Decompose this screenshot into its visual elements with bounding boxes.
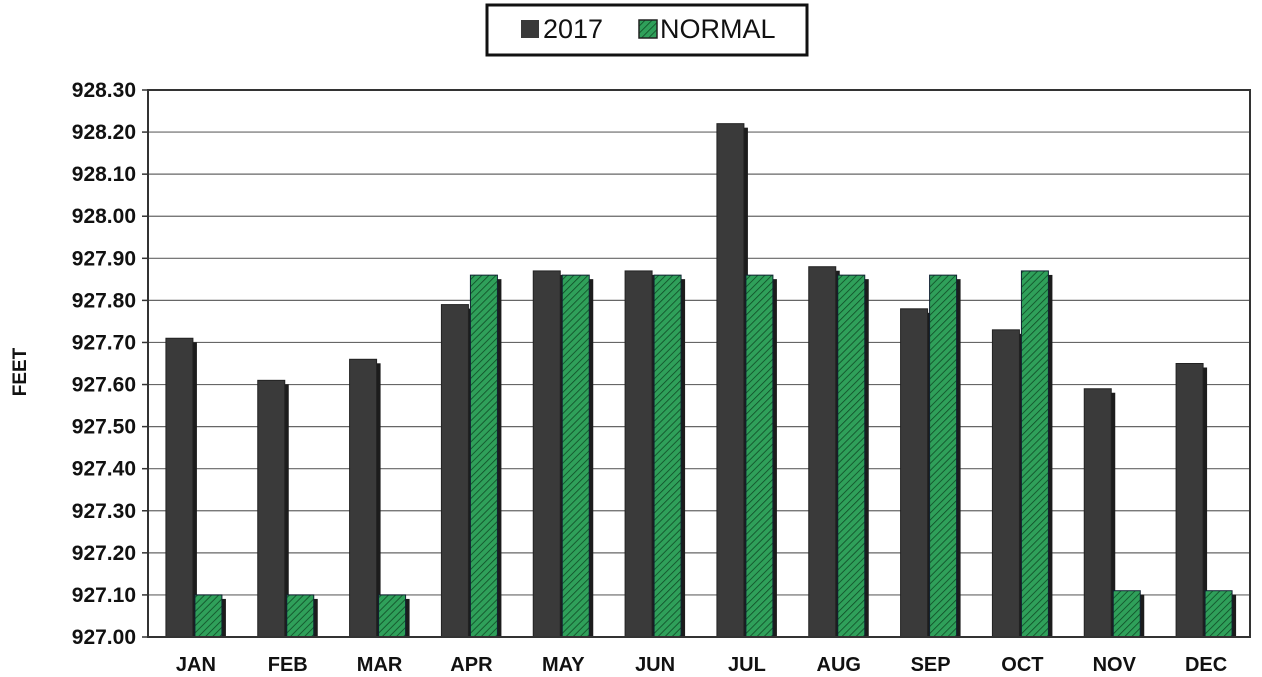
bar-2017-feb — [257, 379, 289, 638]
x-tick-label: APR — [450, 654, 493, 676]
y-tick-label: 927.00 — [72, 626, 136, 649]
bar — [194, 594, 223, 638]
y-tick-labels: 927.00 927.10 927.20 927.30 927.40 927.50 927.… — [72, 79, 148, 649]
bar-2017-may — [532, 270, 565, 638]
y-tick-label: 927.10 — [72, 584, 136, 607]
bar — [716, 123, 745, 638]
bar-2017-jan — [165, 337, 197, 638]
bar — [1204, 590, 1233, 638]
legend-label-normal: NORMAL — [660, 14, 776, 44]
x-tick-label: JUL — [728, 654, 766, 676]
x-tick-label: FEB — [268, 654, 308, 676]
bar — [286, 594, 315, 638]
x-tick-label: MAR — [357, 654, 403, 676]
bar-normal-mar — [378, 594, 410, 638]
bar — [469, 274, 498, 638]
bar — [349, 358, 378, 638]
plot-frame — [147, 89, 1251, 638]
bar — [837, 274, 866, 638]
bar — [1175, 363, 1204, 638]
bar — [561, 274, 590, 638]
bar-2017-aug — [808, 266, 840, 638]
legend-swatch-2017 — [521, 20, 539, 38]
bar — [991, 329, 1020, 638]
bar-normal-aug — [837, 274, 869, 638]
x-tick-label: NOV — [1093, 654, 1137, 676]
y-tick-label: 927.70 — [72, 331, 136, 354]
bar-2017-nov — [1083, 388, 1116, 638]
bar — [653, 274, 682, 638]
x-tick-labels: JAN FEB MAR APR MAY JUN JUL AUG SEP OCT NOV DEC — [176, 654, 1227, 676]
y-tick-label: 928.20 — [72, 121, 136, 144]
bar-normal-apr — [469, 274, 502, 638]
y-tick-label: 928.10 — [72, 163, 136, 186]
bar-normal-jul — [745, 274, 777, 638]
y-tick-label: 927.30 — [72, 500, 136, 523]
bar — [440, 304, 469, 638]
y-tick-label: 927.20 — [72, 542, 136, 565]
x-tick-label: OCT — [1001, 654, 1043, 676]
x-tick-label: AUG — [817, 654, 861, 676]
bar-normal-sep — [929, 274, 961, 638]
y-axis-title: FEET — [10, 347, 31, 396]
x-tick-label: JUN — [635, 654, 675, 676]
bar-normal-jun — [653, 274, 686, 638]
bar — [165, 337, 194, 638]
y-tick-label: 927.60 — [72, 374, 136, 397]
bar-normal-nov — [1112, 590, 1145, 638]
x-tick-label: MAY — [542, 654, 585, 676]
bar-2017-sep — [900, 308, 932, 638]
bar — [808, 266, 837, 638]
bar-2017-oct — [991, 329, 1024, 638]
bar — [257, 379, 286, 638]
bar — [1112, 590, 1141, 638]
bar-2017-apr — [440, 304, 473, 638]
bar — [1020, 270, 1049, 638]
y-tick-label: 928.00 — [72, 205, 136, 228]
bar — [929, 274, 958, 638]
y-tick-label: 927.80 — [72, 289, 136, 312]
bar-2017-jul — [716, 123, 748, 638]
bar-normal-feb — [286, 594, 318, 638]
x-tick-label: SEP — [911, 654, 951, 676]
y-tick-label: 928.30 — [72, 79, 136, 102]
y-tick-label: 927.90 — [72, 247, 136, 270]
legend-label-2017: 2017 — [543, 14, 603, 44]
bar — [378, 594, 407, 638]
bar-normal-jan — [194, 594, 226, 638]
bar-normal-may — [561, 274, 594, 638]
y-tick-label: 927.50 — [72, 416, 136, 439]
bar-group — [165, 123, 1237, 638]
bar-2017-mar — [349, 358, 381, 638]
bar — [900, 308, 929, 638]
bar-2017-jun — [624, 270, 657, 638]
legend-swatch-normal — [638, 19, 658, 39]
x-tick-label: JAN — [176, 654, 216, 676]
bar — [1083, 388, 1112, 638]
bar — [532, 270, 561, 638]
bar-2017-dec — [1175, 363, 1208, 638]
bar-normal-dec — [1204, 590, 1237, 638]
bar — [624, 270, 653, 638]
bar-normal-oct — [1020, 270, 1053, 638]
y-tick-label: 927.40 — [72, 458, 136, 481]
legend: 2017 NORMAL — [485, 3, 809, 57]
x-tick-label: DEC — [1185, 654, 1227, 676]
bar — [745, 274, 774, 638]
